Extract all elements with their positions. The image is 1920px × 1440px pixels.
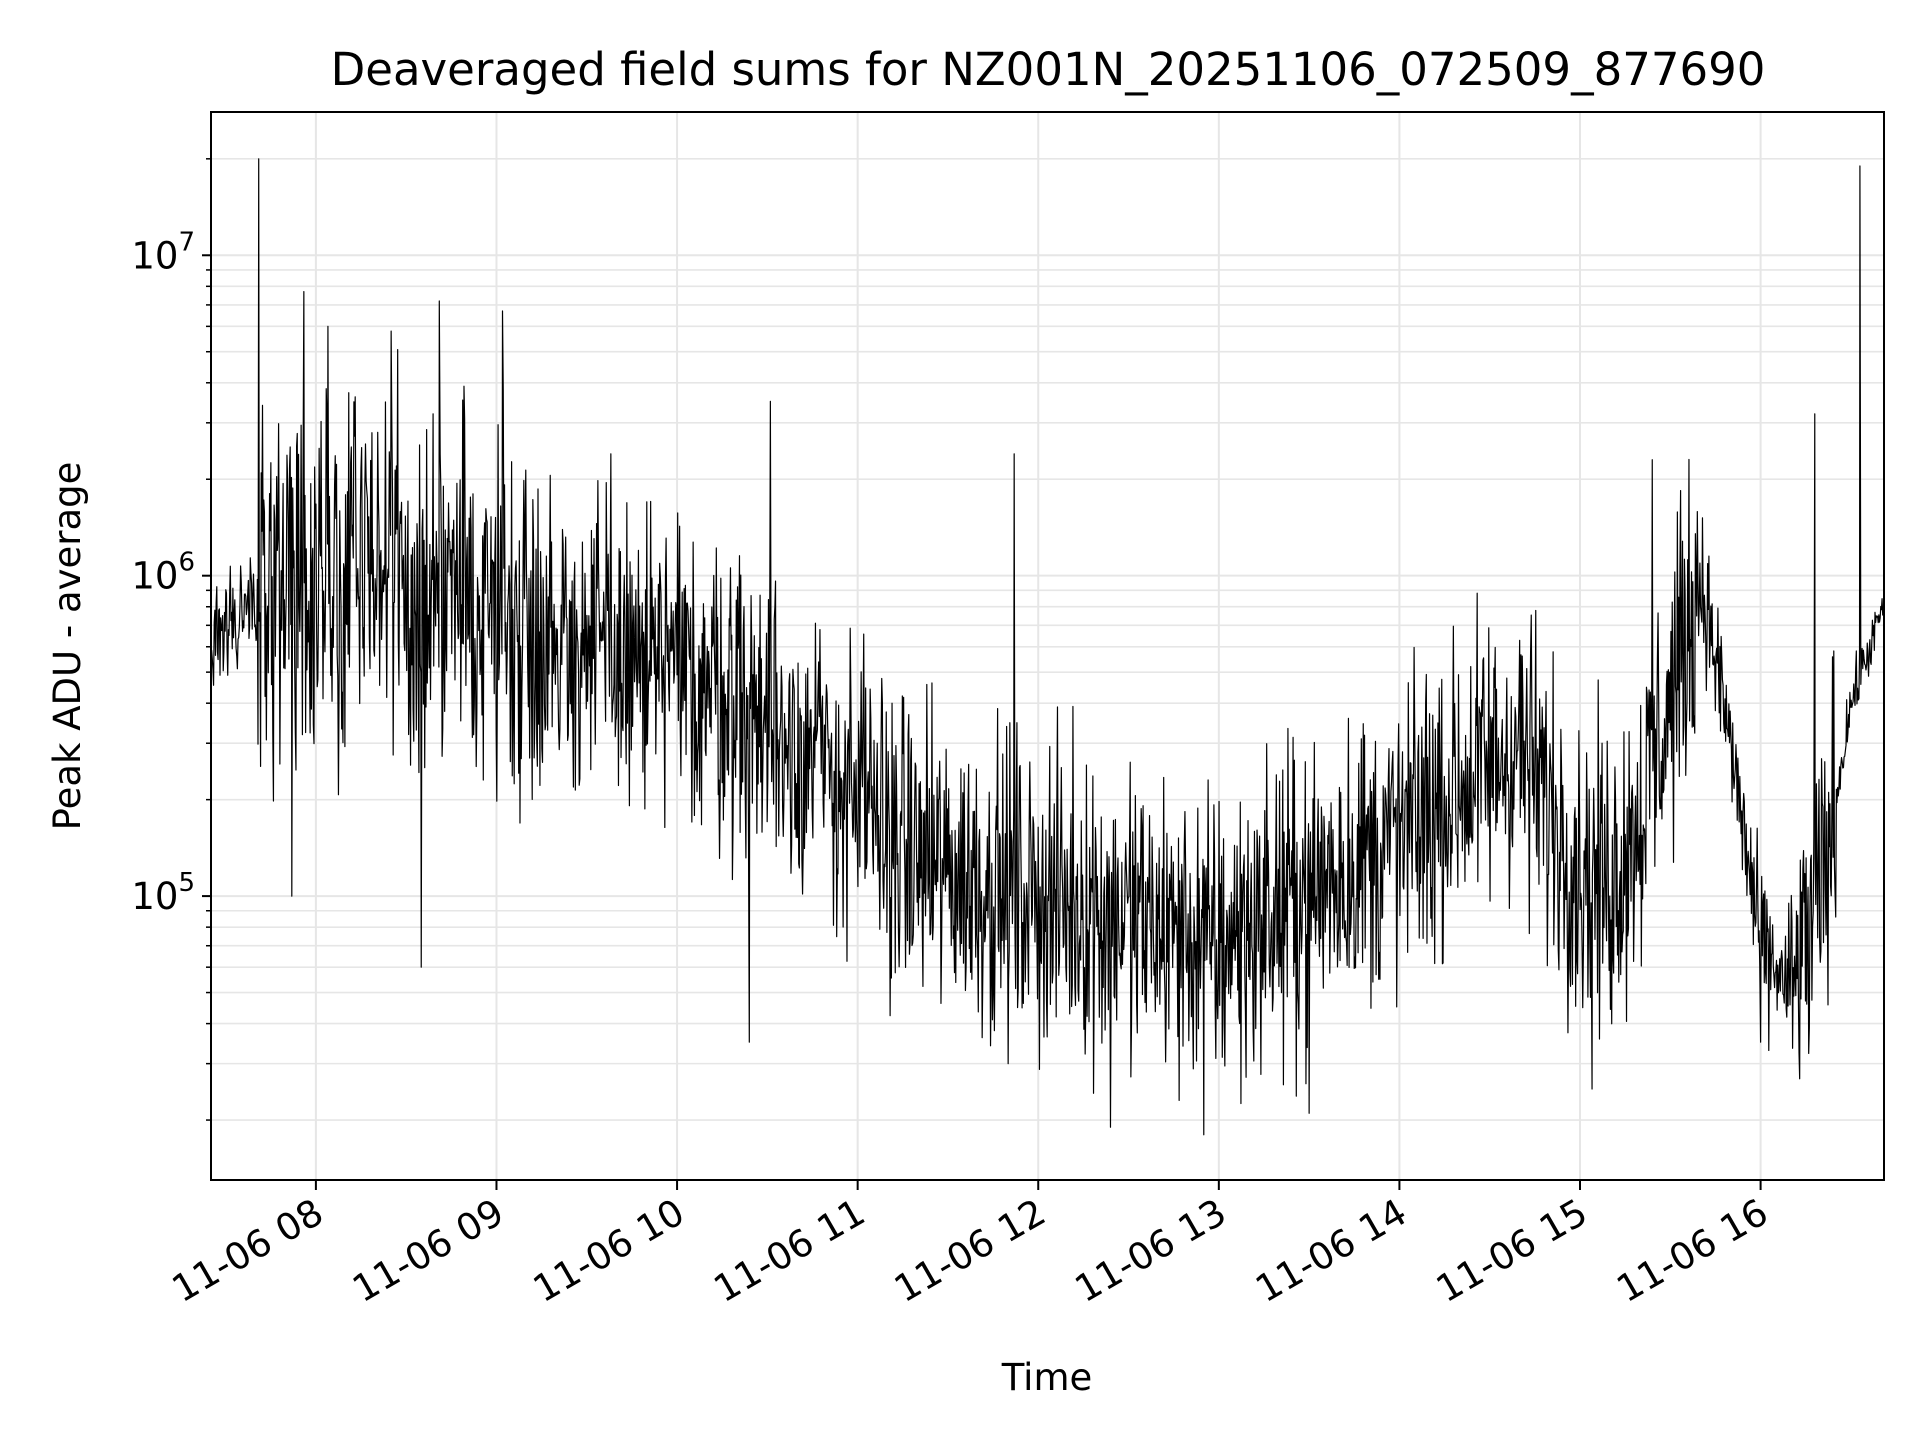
y-tick-label: 105 (131, 868, 195, 918)
chart-title: Deaveraged field sums for NZ001N_2025110… (331, 43, 1766, 96)
plot-frame (210, 111, 1885, 1181)
x-axis-label: Time (1001, 1356, 1093, 1399)
y-axis: 105 106 107 (131, 158, 211, 1121)
y-axis-label: Peak ADU - average (46, 462, 89, 831)
grid (211, 112, 1884, 1180)
series-path (210, 158, 1885, 1136)
y-tick-label: 107 (131, 227, 195, 277)
y-tick-label: 106 (131, 548, 195, 598)
series-line (210, 158, 1885, 1136)
